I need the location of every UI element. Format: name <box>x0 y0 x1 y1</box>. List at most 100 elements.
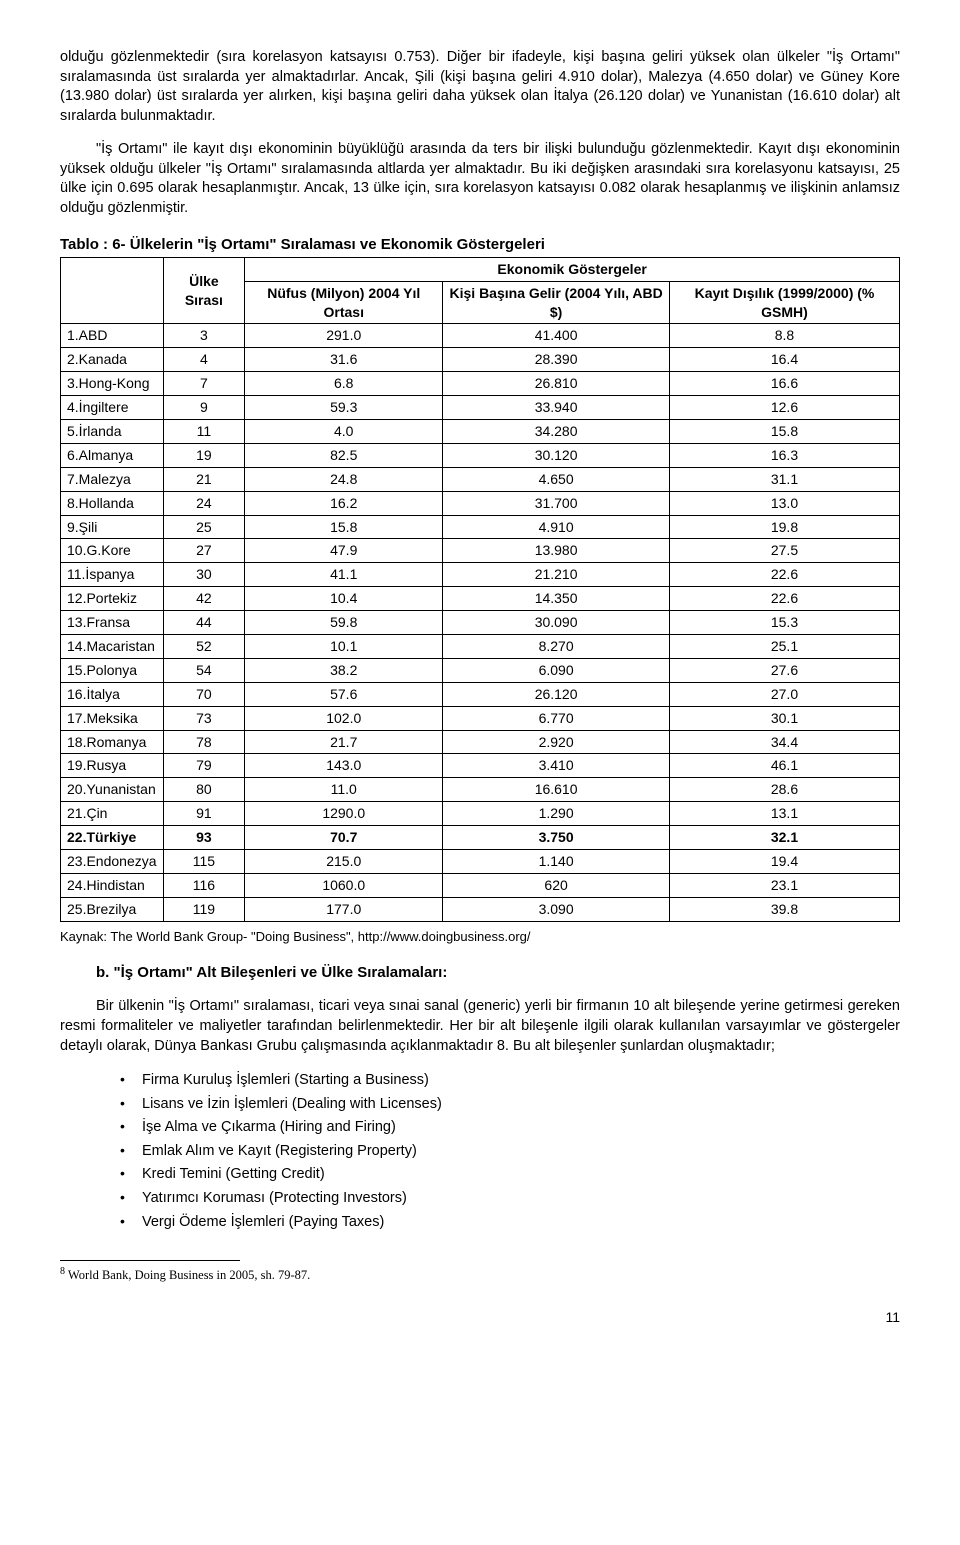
cell-gni: 4.650 <box>443 467 670 491</box>
table-row: 6.Almanya1982.530.12016.3 <box>61 443 900 467</box>
table-row: 23.Endonezya115215.01.14019.4 <box>61 850 900 874</box>
cell-inf: 39.8 <box>669 897 899 921</box>
header-gni: Kişi Başına Gelir (2004 Yılı, ABD $) <box>443 281 670 324</box>
table-title: Tablo : 6- Ülkelerin "İş Ortamı" Sıralam… <box>60 235 900 255</box>
header-pop: Nüfus (Milyon) 2004 Yıl Ortası <box>245 281 443 324</box>
list-item: Lisans ve İzin İşlemleri (Dealing with L… <box>120 1094 900 1115</box>
cell-gni: 30.120 <box>443 443 670 467</box>
list-item: İşe Alma ve Çıkarma (Hiring and Firing) <box>120 1117 900 1138</box>
cell-gni: 8.270 <box>443 635 670 659</box>
cell-rank: 119 <box>163 897 245 921</box>
table-row: 24.Hindistan1161060.062023.1 <box>61 873 900 897</box>
header-country <box>61 257 164 324</box>
table-row: 12.Portekiz4210.414.35022.6 <box>61 587 900 611</box>
cell-pop: 24.8 <box>245 467 443 491</box>
cell-inf: 16.4 <box>669 348 899 372</box>
cell-country: 22.Türkiye <box>61 826 164 850</box>
cell-rank: 116 <box>163 873 245 897</box>
table-row: 16.İtalya7057.626.12027.0 <box>61 682 900 706</box>
cell-rank: 21 <box>163 467 245 491</box>
cell-gni: 4.910 <box>443 515 670 539</box>
cell-inf: 27.6 <box>669 658 899 682</box>
cell-pop: 1060.0 <box>245 873 443 897</box>
table-row: 14.Macaristan5210.18.27025.1 <box>61 635 900 659</box>
cell-pop: 177.0 <box>245 897 443 921</box>
cell-gni: 26.120 <box>443 682 670 706</box>
cell-inf: 22.6 <box>669 587 899 611</box>
section-b-title: b. "İş Ortamı" Alt Bileşenleri ve Ülke S… <box>96 963 900 983</box>
table-row: 18.Romanya7821.72.92034.4 <box>61 730 900 754</box>
cell-country: 8.Hollanda <box>61 491 164 515</box>
cell-gni: 620 <box>443 873 670 897</box>
cell-rank: 93 <box>163 826 245 850</box>
cell-gni: 1.290 <box>443 802 670 826</box>
cell-inf: 34.4 <box>669 730 899 754</box>
list-item: Vergi Ödeme İşlemleri (Paying Taxes) <box>120 1212 900 1233</box>
cell-rank: 42 <box>163 587 245 611</box>
table-row: 20.Yunanistan8011.016.61028.6 <box>61 778 900 802</box>
cell-country: 21.Çin <box>61 802 164 826</box>
cell-rank: 19 <box>163 443 245 467</box>
cell-inf: 19.8 <box>669 515 899 539</box>
table-row: 11.İspanya3041.121.21022.6 <box>61 563 900 587</box>
table-row: 13.Fransa4459.830.09015.3 <box>61 611 900 635</box>
cell-rank: 54 <box>163 658 245 682</box>
cell-inf: 32.1 <box>669 826 899 850</box>
cell-pop: 31.6 <box>245 348 443 372</box>
cell-gni: 3.750 <box>443 826 670 850</box>
table-row: 1.ABD3291.041.4008.8 <box>61 324 900 348</box>
cell-inf: 27.0 <box>669 682 899 706</box>
cell-country: 16.İtalya <box>61 682 164 706</box>
list-item: Yatırımcı Koruması (Protecting Investors… <box>120 1188 900 1209</box>
cell-rank: 115 <box>163 850 245 874</box>
cell-pop: 38.2 <box>245 658 443 682</box>
footnote-separator <box>60 1260 240 1261</box>
cell-rank: 3 <box>163 324 245 348</box>
cell-country: 24.Hindistan <box>61 873 164 897</box>
paragraph-3: Bir ülkenin "İş Ortamı" sıralaması, tica… <box>60 997 900 1056</box>
cell-rank: 91 <box>163 802 245 826</box>
cell-rank: 9 <box>163 396 245 420</box>
cell-inf: 23.1 <box>669 873 899 897</box>
cell-inf: 19.4 <box>669 850 899 874</box>
cell-pop: 143.0 <box>245 754 443 778</box>
table-row: 9.Şili2515.84.91019.8 <box>61 515 900 539</box>
cell-gni: 26.810 <box>443 372 670 396</box>
table-row: 8.Hollanda2416.231.70013.0 <box>61 491 900 515</box>
cell-gni: 31.700 <box>443 491 670 515</box>
cell-pop: 1290.0 <box>245 802 443 826</box>
table-row: 15.Polonya5438.26.09027.6 <box>61 658 900 682</box>
cell-country: 19.Rusya <box>61 754 164 778</box>
table-row: 2.Kanada431.628.39016.4 <box>61 348 900 372</box>
header-super: Ekonomik Göstergeler <box>245 257 900 281</box>
cell-pop: 16.2 <box>245 491 443 515</box>
cell-rank: 79 <box>163 754 245 778</box>
cell-country: 14.Macaristan <box>61 635 164 659</box>
list-item: Kredi Temini (Getting Credit) <box>120 1164 900 1185</box>
footnote: 8 World Bank, Doing Business in 2005, sh… <box>60 1265 900 1284</box>
table-row: 5.İrlanda114.034.28015.8 <box>61 419 900 443</box>
cell-gni: 3.410 <box>443 754 670 778</box>
cell-country: 13.Fransa <box>61 611 164 635</box>
cell-gni: 33.940 <box>443 396 670 420</box>
cell-inf: 12.6 <box>669 396 899 420</box>
list-item: Firma Kuruluş İşlemleri (Starting a Busi… <box>120 1070 900 1091</box>
cell-inf: 28.6 <box>669 778 899 802</box>
cell-country: 17.Meksika <box>61 706 164 730</box>
cell-pop: 82.5 <box>245 443 443 467</box>
cell-country: 3.Hong-Kong <box>61 372 164 396</box>
cell-country: 12.Portekiz <box>61 587 164 611</box>
cell-gni: 6.770 <box>443 706 670 730</box>
cell-pop: 21.7 <box>245 730 443 754</box>
header-inf: Kayıt Dışılık (1999/2000) (% GSMH) <box>669 281 899 324</box>
cell-country: 9.Şili <box>61 515 164 539</box>
cell-rank: 78 <box>163 730 245 754</box>
cell-rank: 70 <box>163 682 245 706</box>
cell-pop: 11.0 <box>245 778 443 802</box>
cell-country: 1.ABD <box>61 324 164 348</box>
cell-country: 11.İspanya <box>61 563 164 587</box>
table-row: 3.Hong-Kong76.826.81016.6 <box>61 372 900 396</box>
cell-rank: 80 <box>163 778 245 802</box>
cell-gni: 13.980 <box>443 539 670 563</box>
cell-gni: 6.090 <box>443 658 670 682</box>
